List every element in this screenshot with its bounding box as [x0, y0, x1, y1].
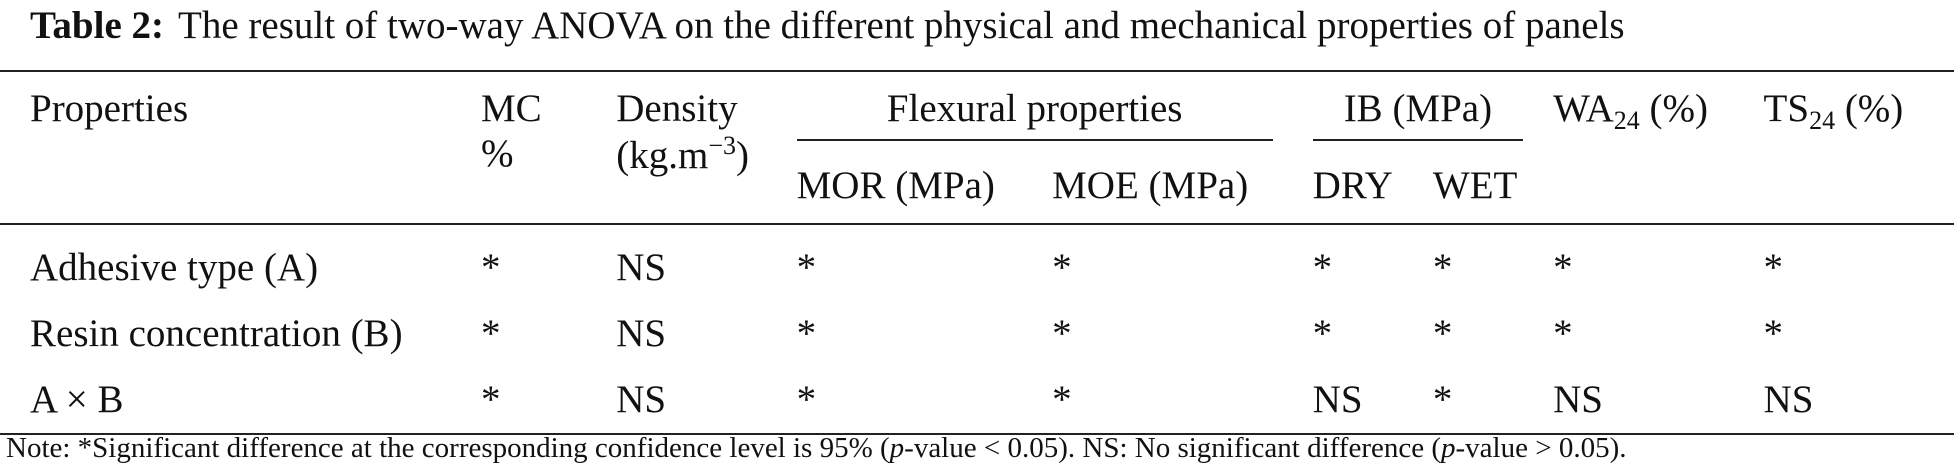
cell-wet: *: [1432, 312, 1453, 355]
header-flexural: Flexural properties: [796, 71, 1313, 163]
wa-post: (%): [1639, 87, 1708, 130]
caption-text: The result of two-way ANOVA on the diffe…: [178, 4, 1625, 47]
wa-pre: WA: [1553, 87, 1614, 130]
cell-ts: *: [1763, 312, 1784, 355]
anova-table: Properties MC % Density (kg.m−3) Flexura…: [0, 70, 1954, 435]
cell-dry: *: [1312, 312, 1333, 355]
cell-ts: NS: [1763, 378, 1814, 421]
header-wet: WET: [1432, 164, 1518, 207]
cell-mc: *: [480, 246, 501, 289]
header-density-line1: Density: [616, 87, 738, 130]
note-p-2: p: [1441, 432, 1456, 464]
header-density: Density (kg.m−3): [616, 71, 796, 224]
header-mc-line1: MC: [480, 87, 542, 130]
header-row-1: Properties MC % Density (kg.m−3) Flexura…: [0, 71, 1954, 177]
header-wa: WA24 (%): [1553, 71, 1763, 224]
header-ib-label: IB (MPa): [1312, 86, 1524, 141]
cell-dry: *: [1312, 246, 1333, 289]
note-p-1: p: [889, 432, 905, 464]
cell-density: NS: [616, 378, 667, 421]
header-mc-line2: %: [480, 132, 514, 175]
table-row: Adhesive type (A) * NS * * * * * *: [0, 224, 1954, 301]
density-unit-pre: (kg.m: [616, 134, 709, 177]
header-mc: MC %: [481, 71, 616, 224]
cell-moe: *: [1052, 246, 1072, 289]
table-row: A × B * NS * * NS * NS NS: [0, 367, 1954, 434]
note-text-2: -value < 0.05). NS: No significant diffe…: [904, 432, 1442, 464]
cell-density: NS: [616, 246, 667, 289]
header-moe: MOE (MPa): [1052, 164, 1249, 207]
cell-dry: NS: [1312, 378, 1363, 421]
cell-mor: *: [796, 312, 817, 355]
cell-mor: *: [796, 378, 817, 421]
ts-post: (%): [1835, 87, 1904, 130]
row-label: Resin concentration (B): [30, 312, 403, 355]
cell-wet: *: [1432, 246, 1453, 289]
header-flexural-label: Flexural properties: [796, 86, 1273, 141]
header-properties: Properties: [30, 87, 189, 130]
header-density-line2: (kg.m−3): [616, 131, 796, 178]
cell-wa: *: [1553, 312, 1573, 355]
header-row-2: MOR (MPa) MOE (MPa) DRY WET: [0, 163, 1954, 224]
table-note: Note: *Significant difference at the cor…: [6, 432, 1627, 465]
cell-mc: *: [480, 312, 501, 355]
cell-wa: *: [1553, 246, 1573, 289]
cell-mor: *: [796, 246, 817, 289]
wa-sub: 24: [1613, 106, 1640, 135]
ts-pre: TS: [1763, 87, 1810, 130]
row-label: A × B: [30, 378, 124, 421]
cell-moe: *: [1052, 378, 1072, 421]
density-unit-sup: −3: [708, 131, 736, 160]
ts-sub: 24: [1809, 106, 1836, 135]
table-row: Resin concentration (B) * NS * * * * * *: [0, 301, 1954, 367]
cell-ts: *: [1763, 246, 1784, 289]
table-caption: Table 2: The result of two-way ANOVA on t…: [30, 2, 1940, 50]
header-mor: MOR (MPa): [796, 164, 995, 207]
note-text-1: Note: *Significant difference at the cor…: [6, 432, 890, 464]
caption-label: Table 2:: [30, 4, 165, 47]
header-dry: DRY: [1312, 164, 1393, 207]
header-ib: IB (MPa): [1312, 71, 1553, 163]
density-unit-post: ): [736, 134, 749, 177]
cell-density: NS: [616, 312, 667, 355]
cell-wa: NS: [1553, 378, 1603, 421]
row-label: Adhesive type (A): [30, 246, 319, 289]
cell-wet: *: [1432, 378, 1453, 421]
header-ts: TS24 (%): [1764, 71, 1954, 224]
cell-mc: *: [480, 378, 501, 421]
cell-moe: *: [1052, 312, 1072, 355]
note-text-3: -value > 0.05).: [1455, 432, 1627, 464]
